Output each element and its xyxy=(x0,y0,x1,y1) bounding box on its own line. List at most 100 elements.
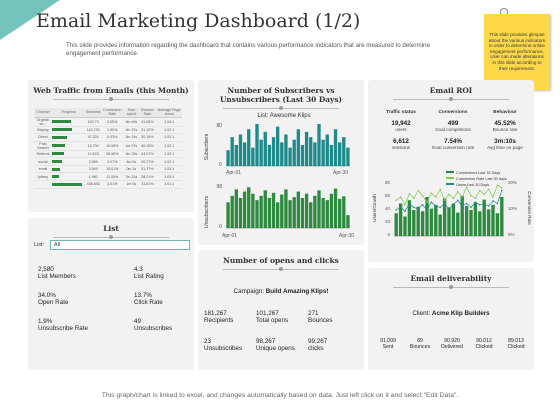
stat-label: Open Rate xyxy=(38,299,69,306)
unsubscriber-bar xyxy=(338,198,342,228)
stat-item: 13.7% Click Rate xyxy=(134,292,230,306)
roi-metric-label: sessions xyxy=(392,145,410,150)
list-panel: List List: All 2,580 List Members 4.3 List … xyxy=(28,218,194,370)
list-select[interactable]: All xyxy=(50,240,190,250)
roi-metric-label: Goal conversion rate xyxy=(431,145,475,150)
unsubscriber-bar xyxy=(304,193,309,228)
stat-value: 271 xyxy=(308,310,319,317)
panel-divider xyxy=(52,97,170,101)
progress-bar xyxy=(51,128,73,132)
subscriber-bar xyxy=(329,145,334,166)
line2-point xyxy=(417,207,419,210)
line2-point xyxy=(439,206,441,209)
conversion-bar xyxy=(486,209,491,236)
stat-label: Unsubscribe Rate xyxy=(38,325,89,332)
line2-point xyxy=(483,202,485,205)
subscriber-bar xyxy=(309,137,313,166)
list-select-value: All xyxy=(54,242,61,248)
sessions-cell: 3.069 xyxy=(85,157,101,166)
line2-point xyxy=(395,209,397,211)
line1-point xyxy=(421,194,424,197)
bounce-cell: 54.21% xyxy=(138,150,157,159)
bounce-cell: 31.12% xyxy=(138,126,157,135)
roi-left-tick: 80 xyxy=(385,180,391,185)
line2-point xyxy=(435,205,437,207)
subscriber-bar xyxy=(242,142,247,166)
progress-cell xyxy=(51,141,86,151)
table-row: Referral 10.623 28.90% 0m 15s 54.21% 1.02:1 xyxy=(34,150,182,159)
client-prefix: Client: xyxy=(412,310,431,317)
legend-label: Conversions Last 30 Days xyxy=(456,171,500,175)
roi-left-axis-label: Users/Growth xyxy=(372,194,377,222)
unsubscriber-bar xyxy=(333,188,338,228)
roi-metric: 19,942 users xyxy=(376,120,426,132)
unsubscriber-bar xyxy=(247,187,251,228)
subscriber-bar xyxy=(300,145,305,166)
pv-cell: 1.03:1 xyxy=(156,165,182,174)
stat-item: 90.920 Delivered xyxy=(436,338,468,350)
conversion-bar xyxy=(420,211,425,236)
roi-column-header: Conversions xyxy=(438,110,468,115)
channel-cell xyxy=(34,180,52,189)
subscriber-bar xyxy=(259,139,263,166)
roi-left-tick: 40 xyxy=(385,206,391,211)
campaign-name: Build Amazing Klips! xyxy=(265,288,329,295)
bottom-x-start: Apr-01 xyxy=(222,233,237,239)
line1-point xyxy=(465,186,468,189)
line1-point xyxy=(404,204,406,206)
conversion-bar xyxy=(425,197,429,236)
stat-item: 23 Unsubscribes xyxy=(204,338,256,352)
line1-point xyxy=(399,196,402,198)
unsubscriber-bar xyxy=(300,198,305,228)
roi-right-axis-label: Conversion Rate xyxy=(527,191,532,225)
unsubscriber-bar xyxy=(342,196,346,228)
stat-item: 91.009 Sent xyxy=(372,338,404,350)
top-x-end: Apr-30 xyxy=(333,170,348,176)
line1-point xyxy=(443,199,446,202)
sessions-cell: 112.278 xyxy=(85,126,101,135)
stat-value: 181,267 xyxy=(204,310,227,317)
client-line: Client: Acme Klip Builders xyxy=(368,310,534,317)
line2-point xyxy=(448,207,450,210)
conversion-bar xyxy=(412,210,416,236)
progress-cell xyxy=(51,180,86,189)
subscriber-bar xyxy=(284,134,288,166)
stat-item: 101,267 Total opens xyxy=(256,310,308,324)
pv-cell: 1.02:1 xyxy=(156,157,182,166)
roi-right-tick: 0% xyxy=(508,232,515,237)
subscriber-bar xyxy=(226,150,230,166)
line1-point xyxy=(439,188,441,190)
line2-point xyxy=(461,205,463,207)
column-header: Sessions xyxy=(85,108,101,118)
line1-point xyxy=(457,191,459,193)
stat-label: Unsubscribes xyxy=(204,345,243,352)
conversion-bar xyxy=(407,200,412,236)
subscriber-bar xyxy=(247,129,251,166)
line2-point xyxy=(487,205,490,207)
campaign-prefix: Campaign: xyxy=(233,288,264,295)
time-cell: 0m 37s xyxy=(124,126,139,135)
sessions-cell: 1.980 xyxy=(85,172,101,182)
stat-item: 271 Bounces xyxy=(308,310,360,324)
time-cell: 0m 49s xyxy=(124,117,139,127)
conversion-bar xyxy=(495,213,500,236)
corner-decoration xyxy=(0,0,60,40)
table-row: (other) 1.980 11.09% 7m 31s 28.21% 1.03:1 xyxy=(34,172,182,182)
unsubscriber-bar xyxy=(313,195,317,228)
sessions-cell: 13.700 xyxy=(85,141,101,151)
progress-cell xyxy=(51,133,86,142)
line1-point xyxy=(417,189,419,192)
stat-label: Delivered xyxy=(441,344,463,350)
line2-point xyxy=(408,202,411,205)
unsubscriber-bar xyxy=(284,189,288,228)
line1-point xyxy=(461,196,463,198)
unsubscriber-bar xyxy=(346,215,350,228)
conversion-bar xyxy=(447,207,451,236)
unsubscriber-bar xyxy=(292,197,296,228)
progress-bar xyxy=(51,167,61,171)
column-header: Time spent xyxy=(124,108,139,118)
stat-value: 91.009 xyxy=(380,338,396,344)
line1-point xyxy=(435,196,437,198)
channel-cell: Direct xyxy=(34,133,52,142)
line2-point xyxy=(426,209,428,211)
